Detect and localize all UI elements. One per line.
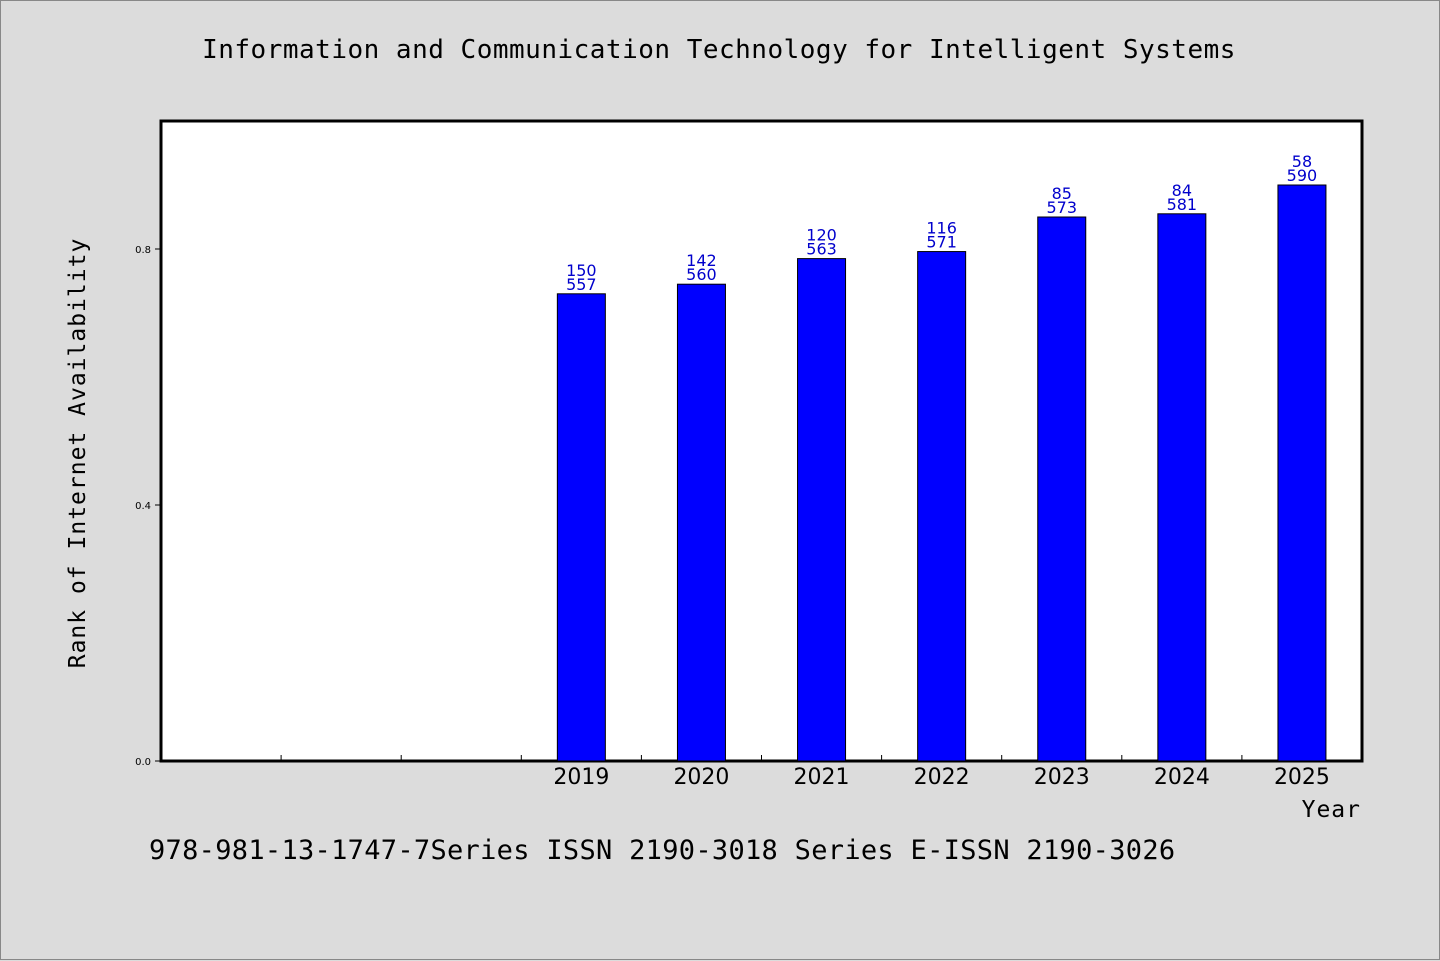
bar (676, 283, 726, 762)
x-category-label: 2024 (1154, 765, 1210, 790)
bar-label-bottom: 560 (686, 265, 717, 284)
bar-label-top: 116 (926, 219, 957, 238)
bar (1277, 184, 1327, 762)
y-axis-label: Rank of Internet Availability (65, 238, 91, 669)
bar-label-top: 142 (686, 251, 717, 270)
x-category-label: 2020 (673, 765, 729, 790)
bar-label-top: 120 (806, 226, 837, 245)
bar (556, 293, 606, 762)
x-category-label: 2021 (794, 765, 850, 790)
bar-label-top: 58 (1292, 152, 1312, 171)
y-tick-label: 0.4 (135, 501, 151, 512)
footer-isbn-issn: 978-981-13-1747-7Series ISSN 2190-3018 S… (149, 835, 1176, 866)
y-tick-label: 0.0 (135, 757, 151, 768)
bar-label-bottom: 571 (926, 233, 957, 252)
bar-label-bottom: 563 (806, 240, 837, 259)
bar (1157, 213, 1207, 762)
bar-label-bottom: 573 (1046, 198, 1077, 217)
bar (1037, 216, 1087, 762)
bar (917, 251, 967, 762)
bar-label-top: 85 (1052, 184, 1072, 203)
x-category-label: 2019 (553, 765, 609, 790)
x-axis-label: Year (1302, 797, 1361, 823)
bar-label-top: 84 (1172, 181, 1192, 200)
bar-label-bottom: 581 (1167, 195, 1198, 214)
x-category-label: 2025 (1274, 765, 1330, 790)
chart-title: Information and Communication Technology… (202, 35, 1236, 65)
bar (797, 258, 847, 762)
y-tick-label: 0.8 (135, 245, 151, 256)
bar-label-top: 150 (566, 261, 597, 280)
bar-label-bottom: 590 (1287, 166, 1318, 185)
x-category-label: 2022 (914, 765, 970, 790)
bar-label-bottom: 557 (566, 275, 597, 294)
x-category-label: 2023 (1034, 765, 1090, 790)
